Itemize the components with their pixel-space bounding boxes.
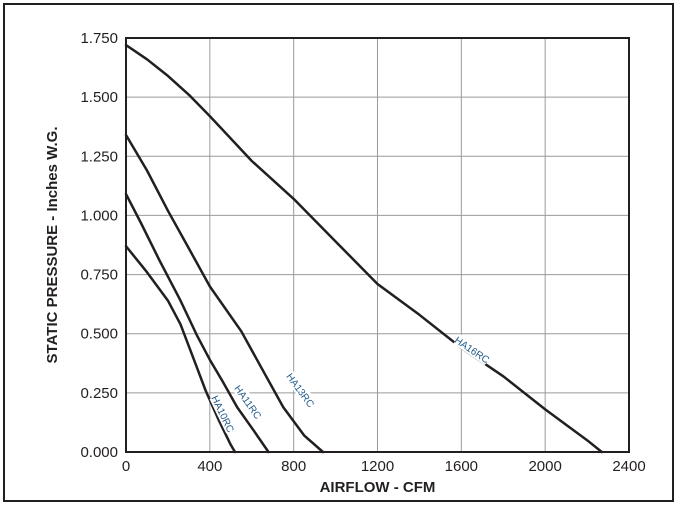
curve-label-background — [453, 333, 492, 366]
curve-label-background — [209, 393, 237, 434]
x-tick-label: 400 — [197, 458, 222, 475]
y-tick-label: 1.750 — [80, 30, 118, 47]
curve-label-ha13rc: HA13RC — [283, 372, 315, 410]
curve-label-ha11rc: HA11RC — [231, 384, 262, 422]
x-tick-label: 2000 — [528, 458, 561, 475]
curve-label-group: HA11RC — [231, 382, 265, 422]
y-tick-label: 0.500 — [80, 326, 118, 343]
y-tick-label: 1.500 — [80, 89, 118, 106]
y-axis-title: STATIC PRESSURE - Inches W.G. — [44, 127, 61, 364]
series-line-ha13rc — [124, 133, 325, 454]
series-group — [124, 43, 604, 454]
grid — [125, 37, 630, 453]
x-tick-label: 800 — [281, 458, 306, 475]
y-tick-label: 0.250 — [80, 385, 118, 402]
x-axis-title: AIRFLOW - CFM — [320, 479, 436, 496]
y-tick-label: 1.000 — [80, 207, 118, 224]
x-tick-label: 2400 — [612, 458, 645, 475]
chart-frame: HA10RC HA11RC HA13RC HA16RC 0 400 800 1200 1600… — [3, 3, 674, 502]
y-tick-label: 0.000 — [80, 444, 118, 461]
curve-label-background — [232, 382, 265, 421]
x-tick-label: 0 — [122, 458, 130, 475]
y-tick-label: 1.250 — [80, 148, 118, 165]
x-tick-label: 1600 — [445, 458, 478, 475]
curve-label-group: HA16RC — [452, 333, 492, 366]
curve-label-group: HA13RC — [283, 371, 317, 410]
curve-label-background — [284, 371, 317, 409]
curve-label-ha16rc: HA16RC — [452, 335, 491, 366]
x-tick-label: 1200 — [361, 458, 394, 475]
series-line-ha10rc — [124, 244, 237, 454]
series-line-ha16rc — [124, 43, 604, 454]
x-tick-labels: 0 400 800 1200 1600 2000 2400 — [122, 458, 646, 475]
y-tick-label: 0.750 — [80, 267, 118, 284]
y-tick-labels: 0.000 0.250 0.500 0.750 1.000 1.250 1.500 1.750 — [80, 30, 118, 461]
series-line-ha11rc — [124, 192, 270, 454]
